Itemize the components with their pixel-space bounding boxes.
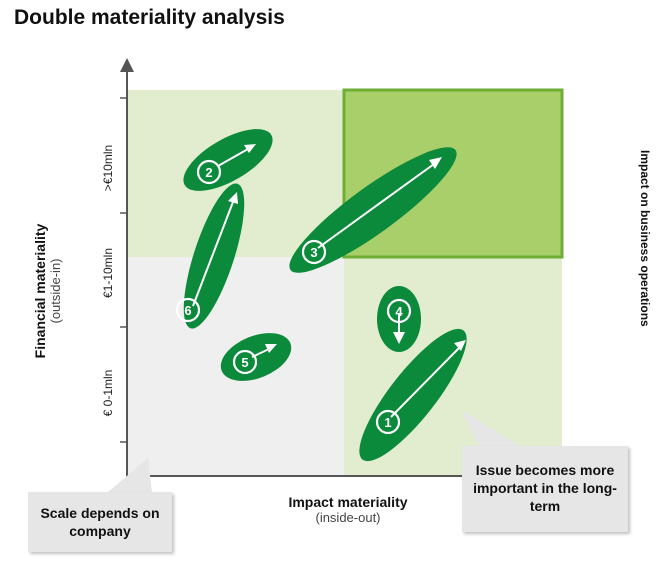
issue-bubble-6 <box>183 183 245 329</box>
issue-bubble-2 <box>183 129 273 191</box>
issue-badge-4 <box>386 298 412 324</box>
callout-right-pointer <box>462 410 520 446</box>
issue-number-3: 3 <box>310 245 317 260</box>
y-axis-ticks <box>120 97 127 443</box>
issue-number-1: 1 <box>384 415 391 430</box>
issue-badge-6 <box>175 297 201 323</box>
issue-badge-1 <box>375 409 401 435</box>
issue-number-5: 5 <box>241 355 248 370</box>
issue-bubble-4 <box>377 286 421 352</box>
issue-bubble-3 <box>289 147 457 273</box>
y-tick-mid: €1-10mln <box>101 247 115 299</box>
issue-badge-5 <box>232 349 258 375</box>
issue-badge-3 <box>301 239 327 265</box>
issue-number-6: 6 <box>184 303 191 318</box>
y-tick-low: € 0-1mln <box>101 369 115 417</box>
right-axis-label: Impact on business operations <box>638 150 652 327</box>
y-axis-title: Financial materiality (outside-in) <box>32 223 63 359</box>
issue-bubble-1 <box>359 328 467 462</box>
issue-number-4: 4 <box>395 304 403 319</box>
callout-long-term: Issue becomes more important in the long… <box>462 446 628 532</box>
x-axis-title: Impact materiality (inside-out) <box>288 494 408 525</box>
callout-scale: Scale depends on company <box>28 492 172 552</box>
y-tick-high: >€10mln <box>101 144 115 192</box>
issue-number-2: 2 <box>205 165 212 180</box>
issue-badge-2 <box>196 159 222 185</box>
page-title: Double materiality analysis <box>14 6 285 29</box>
callout-left-pointer <box>108 458 152 492</box>
y-axis-arrow <box>120 58 134 72</box>
